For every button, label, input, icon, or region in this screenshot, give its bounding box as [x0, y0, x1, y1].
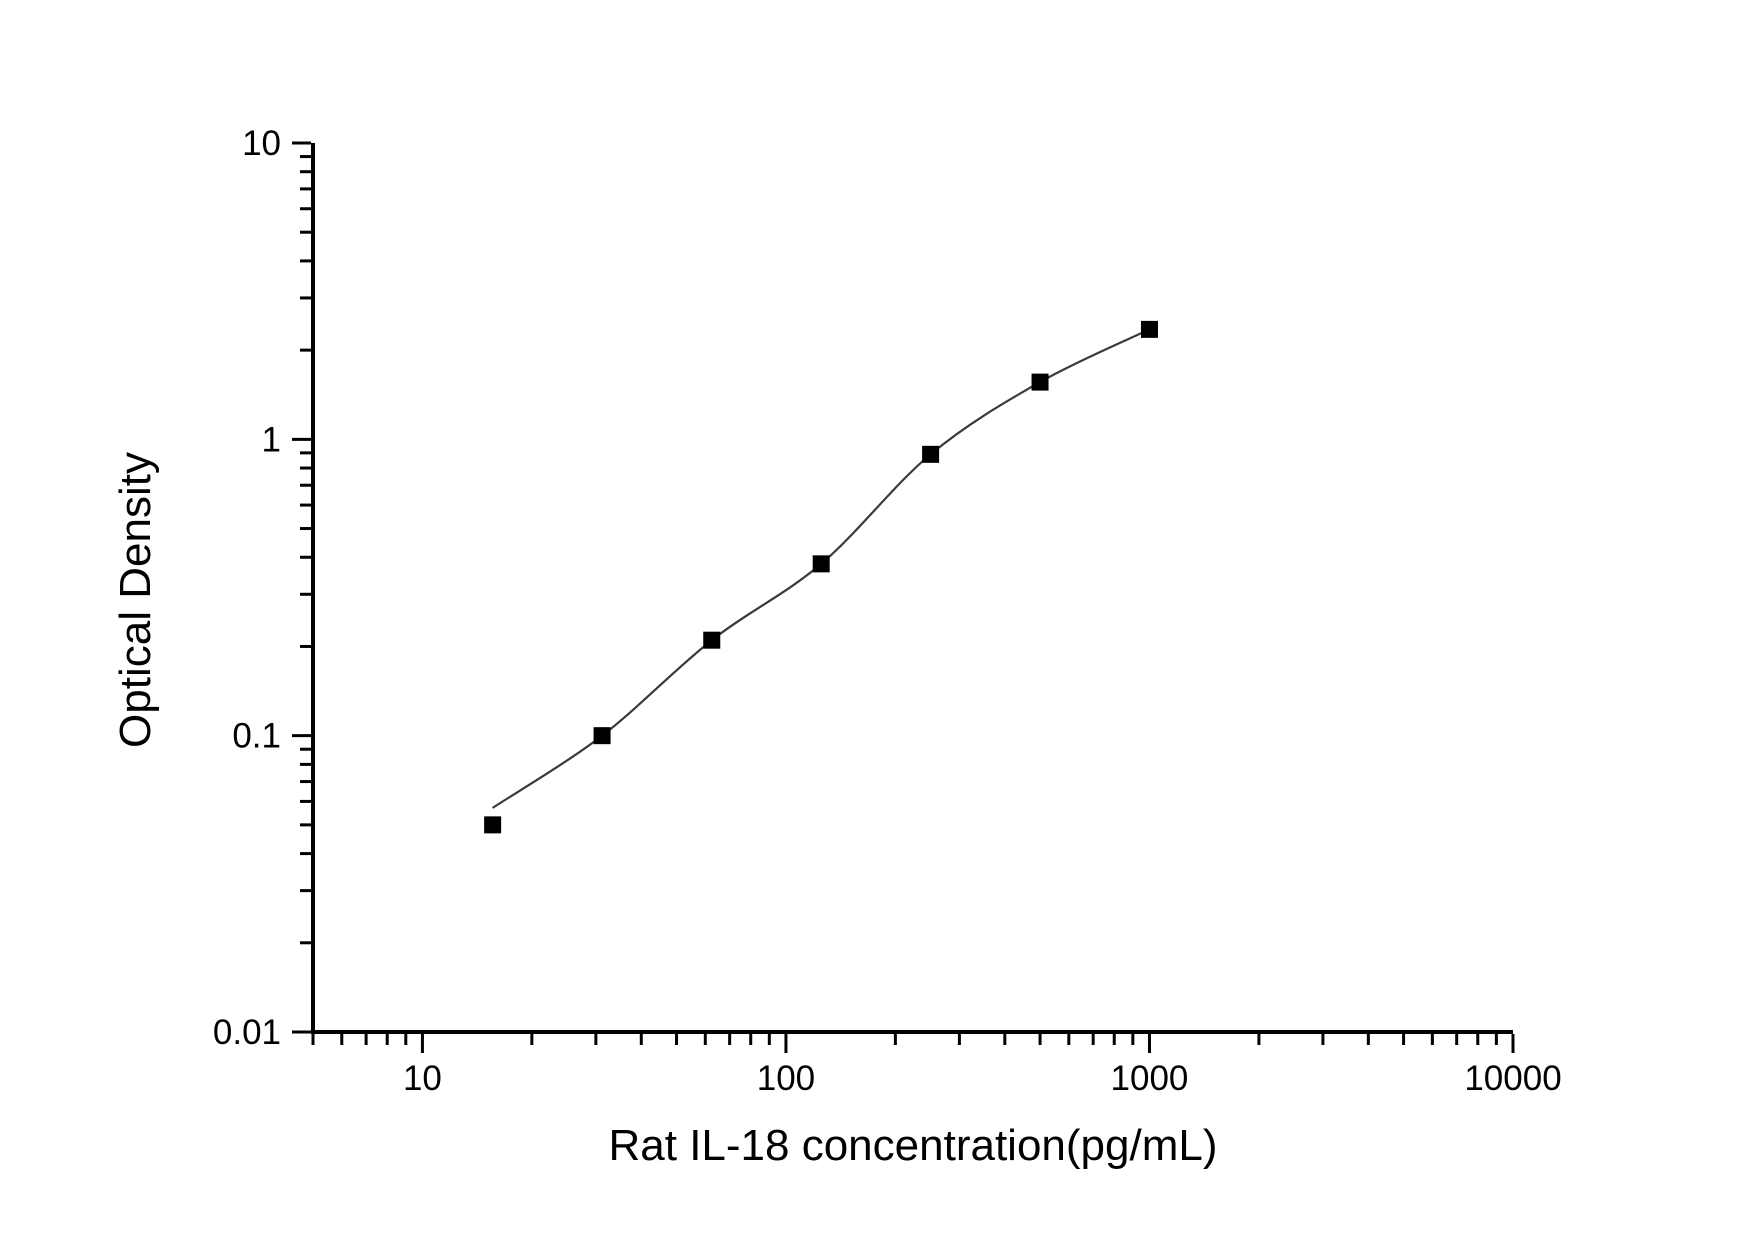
- y-tick-label: 0.01: [213, 1013, 281, 1052]
- data-layer: [484, 320, 1158, 834]
- x-tick-label: 100: [757, 1059, 815, 1098]
- y-axis-title: Optical Density: [111, 452, 160, 748]
- y-tick-label: 10: [242, 124, 281, 163]
- axes-layer: 10 100 1000 10000 0.01 0.1 1 10: [213, 124, 1562, 1098]
- data-point-marker: [1031, 373, 1049, 391]
- y-tick-label: 1: [262, 420, 281, 459]
- y-tick-label: 0.1: [232, 717, 281, 756]
- data-point-marker: [812, 555, 830, 573]
- x-tick-label: 1000: [1111, 1059, 1189, 1098]
- data-point-marker: [703, 631, 721, 649]
- x-tick-label: 10000: [1464, 1059, 1561, 1098]
- data-point-marker: [922, 445, 940, 463]
- data-point-marker: [484, 816, 502, 834]
- data-point-marker: [1140, 320, 1158, 338]
- data-point-marker: [593, 727, 611, 745]
- x-axis-title: Rat IL-18 concentration(pg/mL): [609, 1121, 1218, 1170]
- x-tick-label: 10: [403, 1059, 442, 1098]
